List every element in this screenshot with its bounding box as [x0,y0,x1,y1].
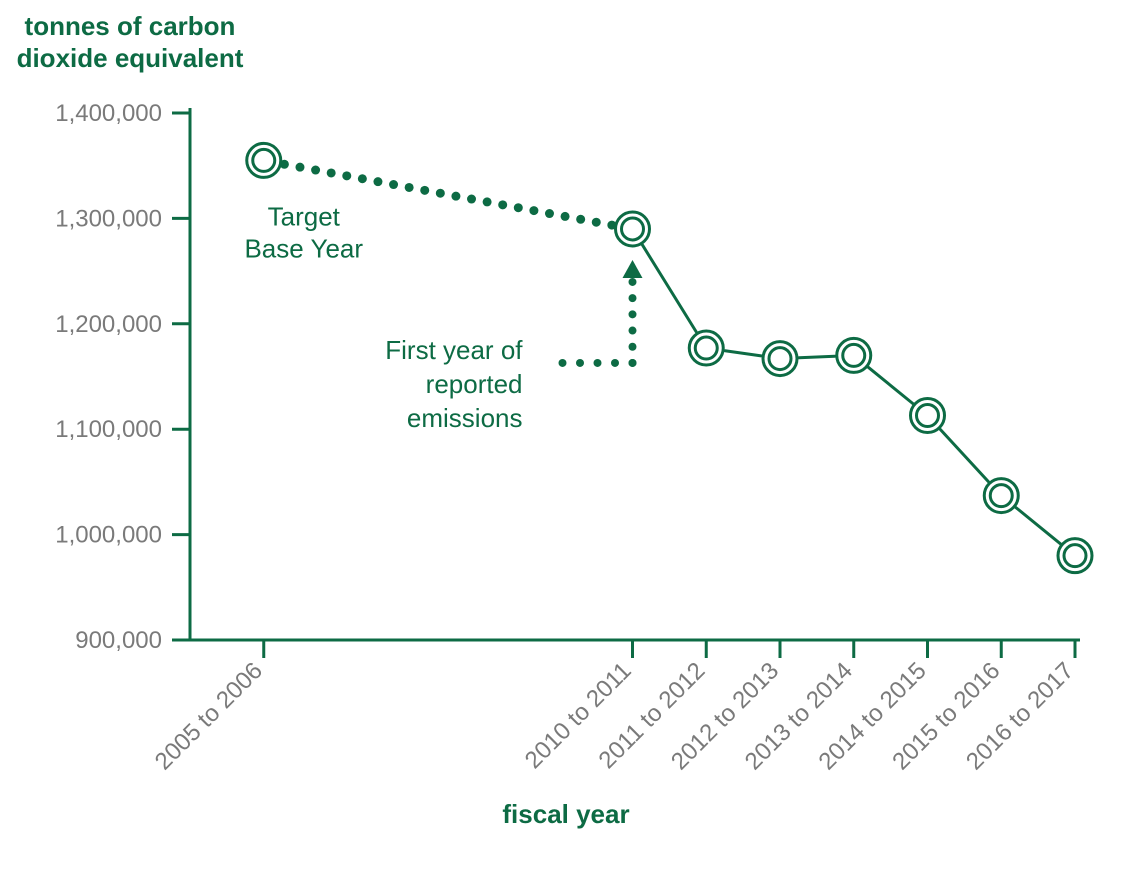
annotation-arrowhead [623,260,643,278]
dotted-dot [342,171,351,180]
y-tick-label: 1,100,000 [55,416,162,443]
y-tick-label: 1,400,000 [55,100,162,127]
dotted-dot [629,310,637,318]
data-marker-inner [917,404,939,426]
series-segment [725,351,761,356]
y-tick-label: 1,000,000 [55,522,162,549]
dotted-dot [483,197,492,206]
dotted-dot [436,189,445,198]
annotation-first-line3: emissions [407,403,523,433]
data-marker-inner [695,337,717,359]
dotted-dot [545,209,554,218]
y-tick-label: 900,000 [75,627,162,654]
y-tick-label: 1,300,000 [55,205,162,232]
dotted-dot [498,200,507,209]
dotted-dot [311,166,320,175]
dotted-dot [611,359,619,367]
dotted-dot [389,180,398,189]
series-segment [643,245,697,332]
dotted-dot [576,359,584,367]
series-segment [868,367,912,403]
dotted-dot [405,183,414,192]
annotation-first-line1: First year of [385,335,523,365]
y-axis-title-line1: tonnes of carbon [0,10,260,42]
y-axis-title-line2: dioxide equivalent [0,42,260,74]
data-marker-inner [769,348,791,370]
y-tick-label: 1,200,000 [55,311,162,338]
dotted-dot [295,163,304,172]
dotted-dot [629,327,637,335]
data-marker-inner [622,218,644,240]
x-tick-label: 2005 to 2006 [150,657,268,775]
series-segment [799,356,835,358]
dotted-dot [629,343,637,351]
dotted-dot [594,359,602,367]
annotation-base-year-line1: Target [268,201,341,231]
data-marker-inner [253,149,275,171]
dotted-dot [629,278,637,286]
dotted-dot [576,215,585,224]
dotted-dot [629,294,637,302]
annotation-base-year-line2: Base Year [244,233,363,263]
dotted-dot [514,203,523,212]
y-axis-title: tonnes of carbon dioxide equivalent [0,10,260,74]
dotted-dot [629,359,637,367]
x-axis-title: fiscal year [0,798,1132,830]
dotted-dot [559,359,567,367]
dotted-dot [467,195,476,204]
annotation-first-line2: reported [426,369,523,399]
series-segment [1016,508,1060,544]
chart-container: tonnes of carbon dioxide equivalent 900,… [0,0,1132,880]
series-segment [940,429,988,481]
dotted-dot [592,218,601,227]
dotted-dot [327,168,336,177]
dotted-dot [561,212,570,221]
dotted-dot [358,174,367,183]
dotted-dot [420,186,429,195]
dotted-dot [373,177,382,186]
data-marker-inner [990,485,1012,507]
dotted-dot [451,192,460,201]
dotted-dot [529,206,538,215]
data-marker-inner [1064,545,1086,567]
data-marker-inner [843,344,865,366]
chart-svg: 900,000 1,000,000 1,100,000 1,200,000 1,300,… [0,0,1132,880]
